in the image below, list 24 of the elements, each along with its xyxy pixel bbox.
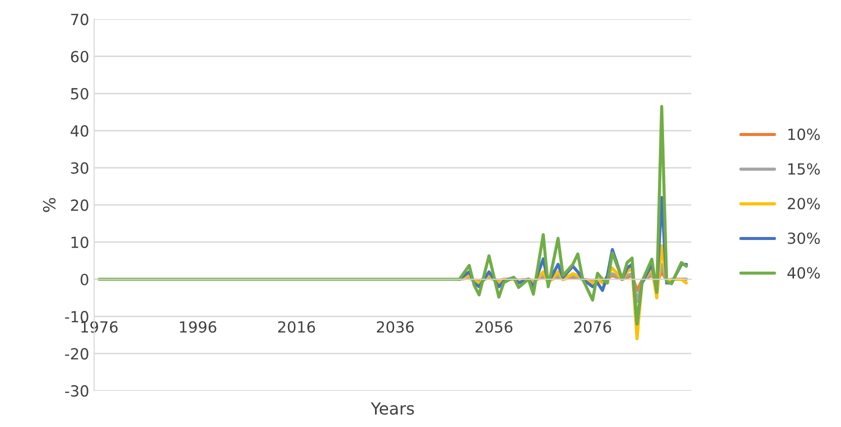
y-tick-label: 0 [80,274,88,286]
y-tick-label: 20 [71,199,88,211]
legend-label: 40% [787,267,820,279]
legend-label: 10% [788,128,820,140]
legend-label: 20% [788,198,820,210]
legend-label: 15% [788,163,820,175]
x-tick-label: 2036 [376,321,414,333]
x-axis-title: Years [370,402,414,415]
y-tick-label: 50 [71,88,88,100]
y-tick-label: 70 [71,14,88,26]
x-tick-label: 2076 [574,321,612,333]
legend-label: 30% [788,232,820,244]
y-tick-label: 30 [71,162,88,174]
y-tick-label: 60 [70,50,88,62]
x-tick-label: 1976 [81,321,118,333]
x-tick-label: 1996 [180,321,216,333]
y-tick-label: 40 [70,125,88,137]
y-tick-label: -20 [65,348,88,360]
x-tick-label: 2056 [476,321,512,333]
y-tick-label: -30 [65,385,88,397]
y-tick-label: 10 [72,236,88,248]
y-axis-title: % [42,198,56,212]
y-tick-label: -10 [65,310,88,322]
x-tick-label: 2016 [278,321,315,333]
